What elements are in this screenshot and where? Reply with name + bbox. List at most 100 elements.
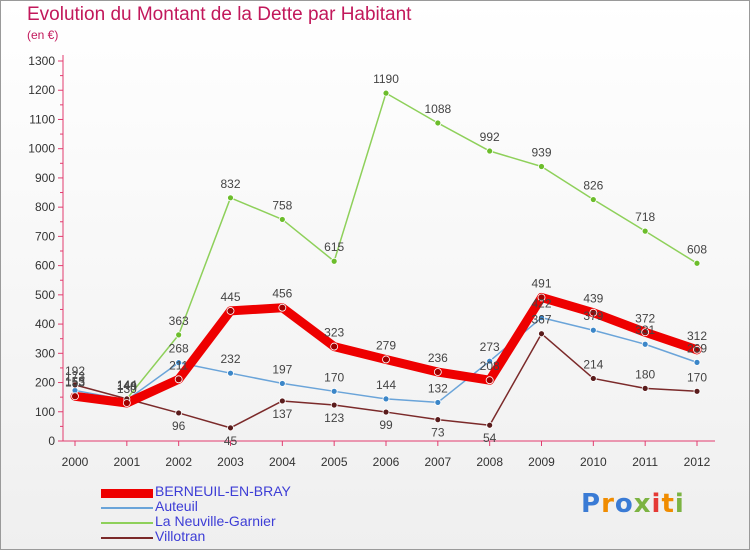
data-label: 132 (428, 381, 448, 395)
data-point (433, 368, 442, 376)
data-label: 130 (117, 382, 137, 396)
data-label: 718 (635, 210, 655, 224)
data-label: 269 (687, 341, 707, 355)
data-label: 379 (583, 309, 603, 323)
data-point (175, 409, 183, 417)
legend-swatch (101, 522, 153, 524)
data-point (538, 314, 545, 322)
y-tick-label: 200 (35, 376, 55, 390)
data-point (693, 358, 701, 366)
data-point (175, 331, 183, 339)
data-point (589, 308, 598, 317)
data-label: 45 (224, 434, 238, 448)
data-point (589, 375, 597, 382)
data-point (175, 359, 183, 367)
data-point (71, 392, 79, 401)
data-point (537, 293, 546, 302)
x-tick-label: 2006 (373, 455, 400, 469)
data-point (71, 381, 79, 389)
legend-swatch (101, 507, 153, 509)
data-label: 422 (531, 297, 551, 311)
data-label: 939 (531, 146, 551, 160)
logo-letter: o (614, 489, 634, 519)
data-label: 214 (583, 357, 603, 371)
logo-letter: i (651, 489, 662, 519)
data-label: 268 (169, 342, 189, 356)
data-label: 615 (324, 240, 344, 254)
data-point (641, 384, 649, 392)
data-label: 608 (687, 242, 707, 256)
data-label: 170 (324, 370, 344, 384)
data-label: 99 (379, 418, 393, 432)
data-point (486, 421, 494, 429)
data-label: 73 (431, 426, 445, 440)
y-tick-label: 1300 (28, 54, 55, 68)
data-label: 236 (428, 351, 448, 365)
data-label: 372 (635, 311, 655, 325)
data-point (434, 119, 442, 127)
data-point (693, 259, 701, 267)
data-label: 832 (220, 177, 240, 191)
x-tick-label: 2002 (165, 455, 192, 469)
data-label: 1088 (424, 102, 451, 116)
y-tick-label: 900 (35, 171, 55, 185)
data-label: 491 (531, 276, 551, 290)
data-point (538, 163, 545, 170)
chart-subtitle: (en €) (27, 28, 59, 42)
data-point (278, 303, 287, 312)
logo-letter: r (601, 489, 615, 519)
data-point (538, 330, 545, 338)
y-tick-label: 700 (35, 229, 55, 243)
data-point (485, 376, 494, 385)
data-point (486, 357, 494, 365)
y-tick-label: 500 (35, 288, 55, 302)
data-label: 273 (480, 340, 500, 354)
data-point (227, 424, 234, 432)
legend-label: Villotran (155, 528, 206, 544)
y-tick-label: 800 (35, 200, 55, 214)
x-tick-label: 2001 (113, 455, 140, 469)
data-point (330, 401, 338, 409)
y-tick-label: 300 (35, 346, 55, 360)
data-point (226, 307, 235, 315)
data-point (330, 387, 338, 395)
logo-letter: x (633, 489, 652, 519)
data-point (174, 375, 183, 384)
data-point (434, 399, 442, 406)
data-point (330, 342, 339, 351)
x-tick-label: 2007 (424, 455, 451, 469)
data-label: 123 (324, 411, 344, 425)
logo-letter: i (674, 489, 685, 519)
legend-label: BERNEUIL-EN-BRAY (155, 483, 291, 499)
data-label: 826 (583, 179, 603, 193)
data-point (486, 147, 494, 155)
data-label: 445 (220, 290, 240, 304)
data-label: 208 (480, 359, 500, 373)
chart-title: Evolution du Montant de la Dette par Hab… (27, 4, 412, 25)
data-label: 144 (376, 378, 396, 392)
chart-series-points (71, 89, 701, 432)
x-tick-label: 2011 (632, 455, 658, 469)
data-point (382, 395, 390, 403)
x-tick-label: 2000 (62, 455, 89, 469)
data-label: 211 (169, 358, 188, 372)
data-point (382, 89, 390, 97)
data-label: 323 (324, 326, 344, 340)
data-label: 331 (635, 323, 655, 337)
y-tick-label: 0 (48, 434, 55, 448)
data-label: 279 (376, 338, 396, 352)
y-tick-label: 1200 (28, 83, 55, 97)
data-point (122, 399, 131, 407)
chart-axes: 0 100 200 300 400 500 600 700 800 900 1000 1100 1200… (28, 54, 715, 469)
data-label: 232 (220, 352, 240, 366)
data-label: 54 (483, 431, 497, 445)
logo-letter: t (661, 489, 675, 519)
x-tick-label: 2010 (580, 455, 607, 469)
x-tick-label: 2009 (528, 455, 555, 469)
data-label: 312 (687, 329, 707, 343)
data-label: 363 (169, 314, 189, 328)
logo-letter: P (581, 489, 602, 519)
legend-label: La Neuville-Garnier (155, 513, 276, 529)
